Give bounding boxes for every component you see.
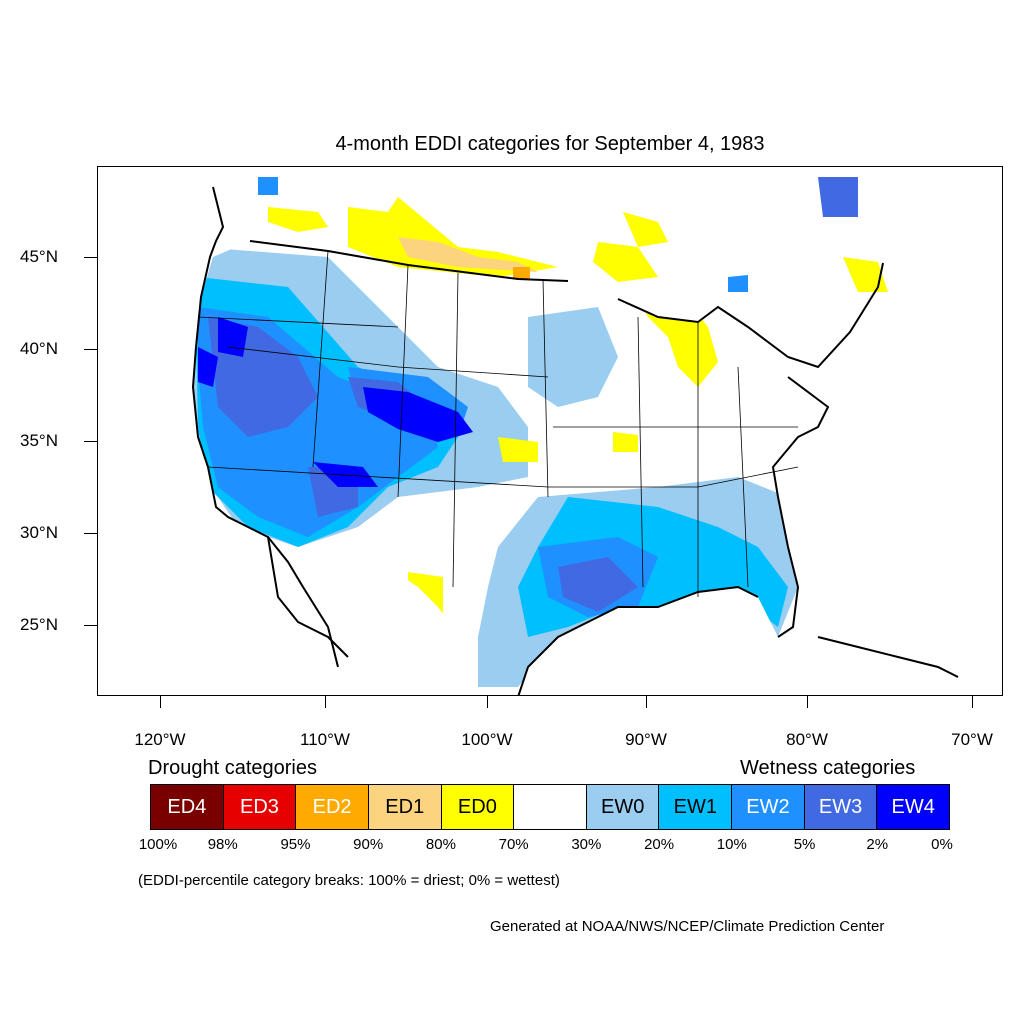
- lon-label-110w: 110°W: [300, 730, 350, 749]
- lat-label-40: 40°N: [20, 339, 58, 358]
- lat-label-45: 45°N: [20, 247, 58, 266]
- lon-tick: [807, 696, 809, 708]
- eddi-map: [191, 177, 959, 695]
- legend-cell-neutral: [514, 785, 587, 829]
- percentile-label: 80%: [425, 836, 456, 853]
- legend-cell-ed4: ED4: [151, 785, 224, 829]
- lat-tick: [84, 349, 97, 351]
- lat-tick: [84, 533, 97, 535]
- lat-label-30: 30°N: [20, 523, 58, 542]
- lon-tick: [325, 696, 327, 708]
- lon-tick: [646, 696, 648, 708]
- lon-label-90w: 90°W: [625, 730, 667, 749]
- map-title: 4-month EDDI categories for September 4,…: [335, 133, 765, 155]
- wetness-categories-heading: Wetness categories: [740, 757, 916, 779]
- percentile-label: 90%: [353, 836, 384, 853]
- lat-tick: [84, 257, 97, 259]
- lat-tick: [84, 441, 97, 443]
- credit-text: Generated at NOAA/NWS/NCEP/Climate Predi…: [490, 918, 885, 935]
- legend-cell-ew0: EW0: [586, 785, 660, 829]
- percentile-label: 5%: [793, 836, 816, 853]
- legend-cell-ed1: ED1: [368, 785, 442, 829]
- legend-cell-ed3: ED3: [223, 785, 297, 829]
- lat-label-35: 35°N: [20, 431, 58, 450]
- lat-tick: [84, 625, 97, 627]
- lon-label-100w: 100°W: [461, 730, 513, 749]
- lon-label-70w: 70°W: [951, 730, 993, 749]
- percentile-label: 0%: [931, 836, 953, 853]
- lon-label-120w: 120°W: [134, 730, 186, 749]
- legend-cell-ed2: ED2: [296, 785, 369, 829]
- percentile-label: 30%: [571, 836, 602, 853]
- lon-tick: [160, 696, 162, 708]
- legend-colorbar: ED4 ED3 ED2 ED1 ED0 EW0 EW1 EW2 EW3 EW4: [150, 784, 950, 830]
- legend-cell-ew4: EW4: [877, 785, 950, 829]
- category-break-note: (EDDI-percentile category breaks: 100% =…: [138, 872, 560, 889]
- lon-tick: [972, 696, 974, 708]
- percentile-label: 95%: [280, 836, 311, 853]
- percentile-label: 70%: [498, 836, 529, 853]
- percentile-label: 10%: [716, 836, 747, 853]
- legend-cell-ed0: ED0: [441, 785, 515, 829]
- drought-categories-heading: Drought categories: [148, 757, 317, 779]
- legend-cell-ew1: EW1: [659, 785, 733, 829]
- lon-label-80w: 80°W: [786, 730, 828, 749]
- percentile-label: 98%: [207, 836, 238, 853]
- percentile-label: 2%: [866, 836, 889, 853]
- legend-cell-ew3: EW3: [804, 785, 878, 829]
- percentile-label: 100%: [138, 836, 178, 853]
- lat-label-25: 25°N: [20, 615, 58, 634]
- legend-cell-ew2: EW2: [732, 785, 805, 829]
- percentile-label: 20%: [644, 836, 675, 853]
- lon-tick: [487, 696, 489, 708]
- map-frame: [97, 166, 1003, 696]
